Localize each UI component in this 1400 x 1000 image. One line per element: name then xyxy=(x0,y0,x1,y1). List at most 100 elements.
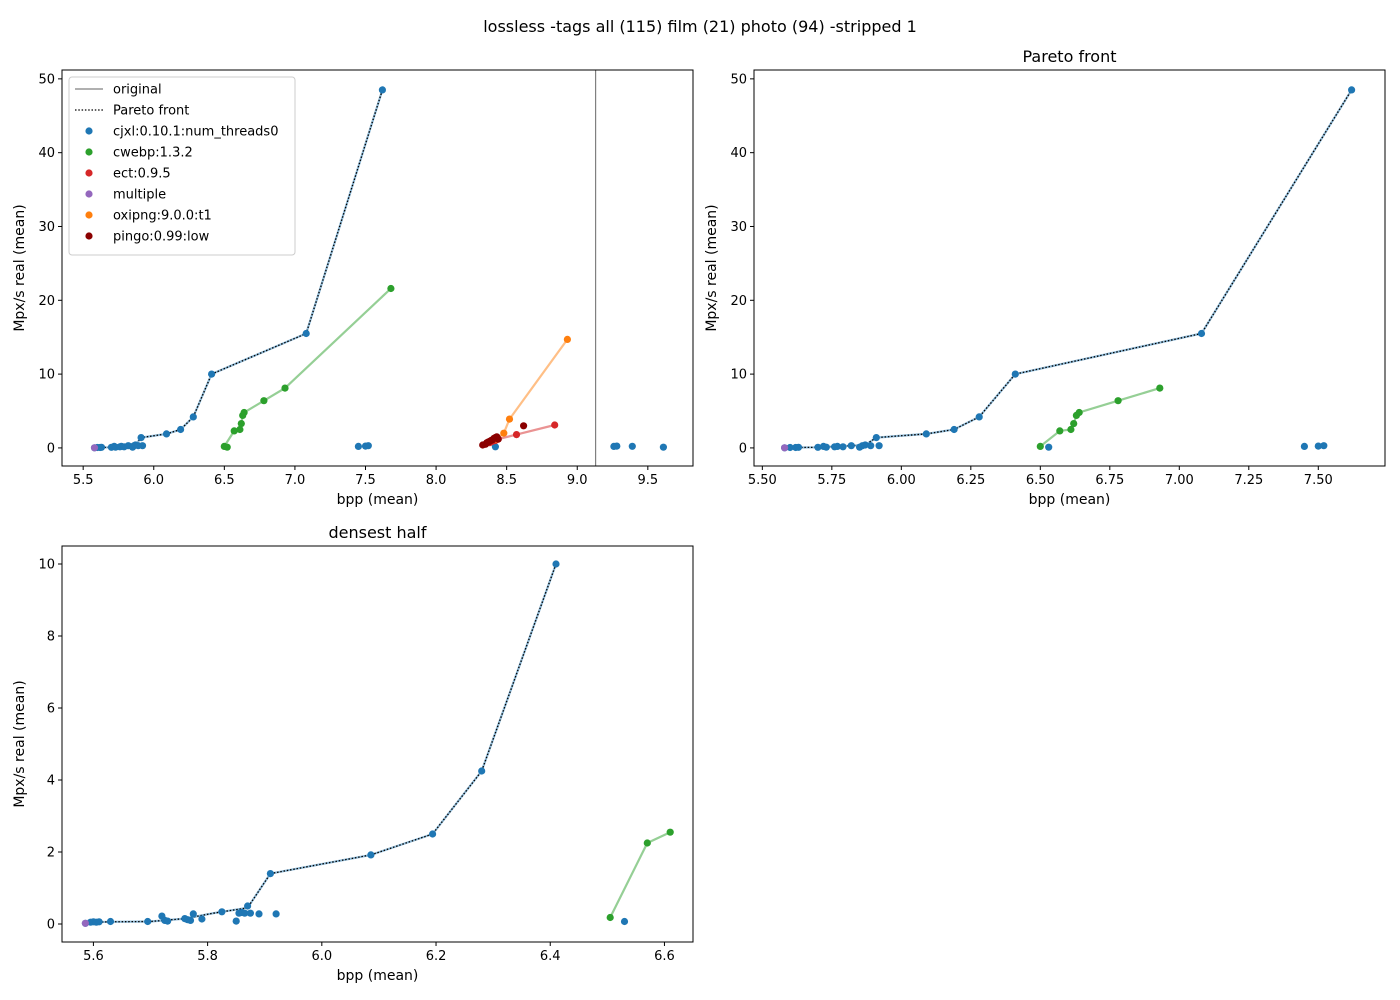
data-point xyxy=(794,443,803,451)
data-point xyxy=(1011,370,1019,378)
data-point xyxy=(198,915,206,923)
data-point xyxy=(505,415,514,423)
data-point xyxy=(500,429,508,437)
data-point xyxy=(666,828,674,836)
data-point xyxy=(494,435,502,443)
y-tick-label: 0 xyxy=(739,441,747,456)
plot-area xyxy=(81,560,674,927)
data-point xyxy=(659,443,668,451)
y-tick-label: 10 xyxy=(38,368,55,383)
y-axis-label: Mpx/s real (mean) xyxy=(704,204,720,331)
pareto-front-line xyxy=(85,563,557,924)
y-tick-label: 10 xyxy=(730,368,747,383)
data-point xyxy=(552,560,560,568)
data-point xyxy=(429,830,437,838)
data-point xyxy=(367,851,375,859)
x-tick-label: 7.50 xyxy=(1304,473,1333,488)
data-point xyxy=(1036,442,1044,450)
plot-area xyxy=(781,86,1356,452)
series-line xyxy=(1039,387,1161,448)
y-tick-label: 40 xyxy=(730,146,747,161)
data-point xyxy=(822,443,830,451)
data-point xyxy=(237,420,245,428)
data-point xyxy=(186,916,195,925)
data-point xyxy=(378,86,386,94)
y-tick-label: 8 xyxy=(47,630,55,645)
data-point xyxy=(236,425,244,434)
x-tick-label: 6.2 xyxy=(426,949,447,964)
data-point xyxy=(354,442,362,450)
y-tick-label: 10 xyxy=(38,558,55,573)
data-point xyxy=(208,370,216,378)
y-tick-label: 30 xyxy=(730,220,747,235)
data-point xyxy=(922,430,930,438)
subplot-title: Pareto front xyxy=(1022,47,1116,66)
legend-swatch-marker xyxy=(85,190,93,198)
data-point xyxy=(643,839,651,847)
x-tick-label: 6.75 xyxy=(1095,473,1124,488)
data-point xyxy=(81,919,89,927)
y-tick-label: 20 xyxy=(38,294,55,309)
y-tick-label: 30 xyxy=(38,220,55,235)
x-tick-label: 7.25 xyxy=(1234,473,1263,488)
legend-label: multiple xyxy=(113,188,166,203)
y-tick-label: 50 xyxy=(38,72,55,87)
data-point xyxy=(164,917,172,925)
x-tick-label: 7.00 xyxy=(1165,473,1194,488)
data-point xyxy=(260,397,268,405)
y-tick-label: 50 xyxy=(730,72,747,87)
data-point xyxy=(162,430,171,438)
x-tick-label: 5.5 xyxy=(73,473,94,488)
data-point xyxy=(255,910,263,918)
y-axis-label: Mpx/s real (mean) xyxy=(12,680,28,807)
x-tick-label: 8.0 xyxy=(426,473,447,488)
data-point xyxy=(364,442,372,450)
legend-box xyxy=(68,76,296,256)
data-point xyxy=(144,917,152,926)
y-tick-label: 4 xyxy=(47,774,55,789)
pareto-front-line xyxy=(784,89,1353,449)
legend-label: oxipng:9.0.0:t1 xyxy=(113,209,212,224)
data-point xyxy=(1156,384,1164,392)
data-point xyxy=(520,422,528,430)
data-point xyxy=(302,329,310,338)
x-axis-label: bpp (mean) xyxy=(337,968,419,984)
series-line xyxy=(784,89,1353,449)
legend: original Pareto front cjxl:0.10.1:num_thre… xyxy=(68,76,296,256)
data-point xyxy=(1056,427,1064,435)
data-point xyxy=(620,917,629,926)
data-point xyxy=(950,425,958,434)
x-tick-label: 8.5 xyxy=(496,473,517,488)
data-point xyxy=(1197,329,1206,338)
subplot-pareto: Pareto front 5.50 5.75 6.00 6.25 6.50 6.75 7.00… xyxy=(704,47,1386,508)
y-tick-label: 0 xyxy=(47,441,55,456)
x-tick-label: 6.50 xyxy=(1026,473,1055,488)
data-point xyxy=(551,421,559,429)
data-point xyxy=(1320,442,1328,450)
data-point xyxy=(230,427,238,435)
data-point xyxy=(232,917,240,925)
legend-swatch-marker xyxy=(85,232,93,240)
figure-suptitle: lossless -tags all (115) film (21) photo… xyxy=(483,17,917,36)
data-point xyxy=(218,908,226,916)
data-point xyxy=(1314,442,1322,450)
data-point xyxy=(137,434,145,442)
data-point xyxy=(867,442,875,450)
data-point xyxy=(90,444,99,452)
x-tick-label: 6.0 xyxy=(311,949,332,964)
data-point xyxy=(833,442,842,450)
series-line xyxy=(223,287,392,447)
data-point xyxy=(266,870,274,878)
data-point xyxy=(786,443,794,452)
data-point xyxy=(177,425,185,434)
plot-area xyxy=(90,70,668,466)
y-axis-label: Mpx/s real (mean) xyxy=(12,204,28,331)
data-point xyxy=(241,909,249,917)
data-point xyxy=(1067,425,1075,434)
data-point xyxy=(246,909,254,917)
data-point xyxy=(1114,397,1122,405)
data-point xyxy=(138,442,147,450)
data-point xyxy=(1348,86,1356,94)
